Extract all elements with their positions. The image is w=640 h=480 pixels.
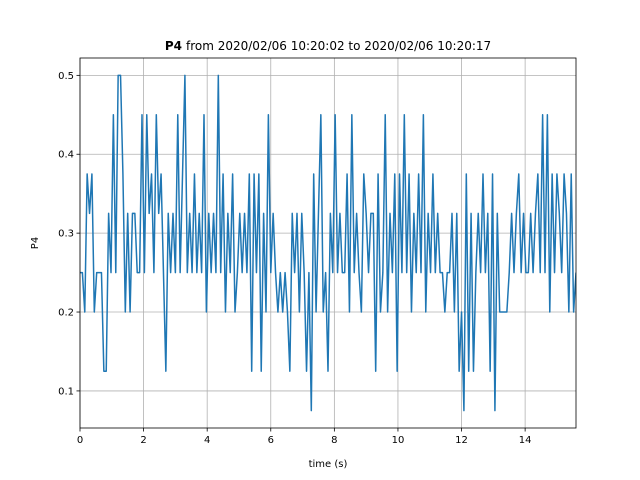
y-tick-label: 0.2: [58, 308, 74, 319]
chart-title: P4 from 2020/02/06 10:20:02 to 2020/02/06…: [165, 39, 491, 53]
y-tick-label: 0.4: [58, 150, 74, 161]
y-axis-label: P4: [30, 237, 41, 249]
y-tick-label: 0.1: [58, 386, 74, 397]
x-tick-label: 8: [331, 435, 337, 446]
data-line: [80, 74, 576, 412]
x-tick-label: 10: [392, 435, 405, 446]
x-tick-label: 6: [268, 435, 274, 446]
title-range: from 2020/02/06 10:20:02 to 2020/02/06 1…: [186, 39, 491, 53]
x-tick-label: 12: [455, 435, 468, 446]
x-axis-label: time (s): [309, 459, 348, 470]
x-tick-label: 14: [519, 435, 532, 446]
x-tick-label: 2: [140, 435, 146, 446]
x-tick-label: 0: [77, 435, 83, 446]
y-tick-label: 0.3: [58, 229, 74, 240]
plot-frame: [79, 57, 577, 429]
y-tick-label: 0.5: [58, 71, 74, 82]
title-name: P4: [165, 39, 182, 53]
x-tick-label: 4: [204, 435, 210, 446]
